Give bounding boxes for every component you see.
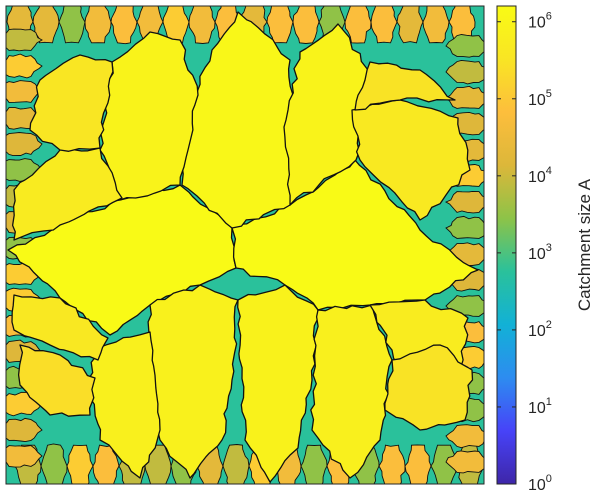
edge-catchment <box>266 6 294 44</box>
edge-catchment <box>6 445 43 468</box>
edge-catchment <box>58 6 86 44</box>
edge-catchment <box>445 215 484 239</box>
colorbar-tick-label: 101 <box>528 396 552 417</box>
edge-catchment <box>370 6 398 44</box>
edge-catchment <box>222 444 250 484</box>
edge-catchment <box>40 443 68 484</box>
catchment-region-upper-right <box>283 23 369 206</box>
edge-catchment <box>6 28 43 52</box>
colorbar-tick: 101 <box>497 396 552 417</box>
catchment-region-top-left-lobe <box>29 54 114 152</box>
edge-catchment <box>444 190 484 214</box>
colorbar-tick: 102 <box>497 319 552 340</box>
edge-catchment <box>162 6 190 45</box>
edge-catchment <box>422 6 450 44</box>
catchment-region-lower-center-right <box>237 284 319 483</box>
edge-catchment <box>445 34 484 58</box>
colorbar-ticks: 100 101 102 103 104 105 106 <box>497 11 552 494</box>
catchment-region-left-upper-lobe <box>11 147 123 241</box>
edge-catchment <box>32 6 60 44</box>
colorbar-gradient <box>496 5 517 485</box>
edge-catchment <box>6 80 43 103</box>
catchment-region-lower-right <box>310 304 393 479</box>
catchment-region-central-right <box>231 159 479 311</box>
catchment-region-bottom-right-lobe <box>384 344 474 431</box>
catchment-region-bottom-left-lobe <box>17 344 96 417</box>
catchment-region-top-right-lobe <box>354 61 456 111</box>
catchment-map <box>6 6 484 484</box>
edge-catchment <box>84 6 112 44</box>
colorbar-tick-label: 104 <box>528 165 552 186</box>
colorbar: 100 101 102 103 104 105 106 Catchment size A <box>496 5 594 494</box>
edge-catchment <box>404 444 432 484</box>
edge-catchment <box>292 6 320 44</box>
edge-catchment <box>6 417 43 443</box>
colorbar-tick: 105 <box>497 88 552 109</box>
edge-catchment <box>445 450 484 474</box>
colorbar-tick-label: 105 <box>528 88 552 109</box>
edge-catchment <box>445 424 484 449</box>
edge-catchment <box>188 6 216 44</box>
edge-catchment <box>344 6 372 44</box>
colorbar-tick-label: 106 <box>528 11 552 32</box>
colorbar-tick-label: 103 <box>528 242 552 263</box>
colorbar-label: Catchment size A <box>575 178 594 311</box>
edge-catchment <box>6 132 43 157</box>
edge-catchment <box>110 6 138 45</box>
map-frame <box>5 5 485 485</box>
main-catchments <box>7 11 479 483</box>
edge-catchment <box>6 53 43 79</box>
colorbar-tick: 106 <box>497 11 552 32</box>
colorbar-tick-label: 100 <box>528 473 552 494</box>
colorbar-tick: 100 <box>497 473 552 494</box>
edge-catchment <box>430 444 458 484</box>
edge-catchment <box>445 59 484 85</box>
catchment-region-left-lower-lobe <box>11 294 109 361</box>
edge-catchment <box>396 6 424 44</box>
catchment-region-lower-left <box>87 331 161 479</box>
colorbar-tick: 104 <box>497 165 552 186</box>
colorbar-tick: 103 <box>497 242 552 263</box>
catchment-region-right-upper-lobe <box>351 99 471 221</box>
colorbar-tick-label: 102 <box>528 319 552 340</box>
